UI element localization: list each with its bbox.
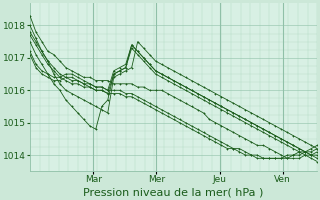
X-axis label: Pression niveau de la mer( hPa ): Pression niveau de la mer( hPa ) [84, 187, 264, 197]
